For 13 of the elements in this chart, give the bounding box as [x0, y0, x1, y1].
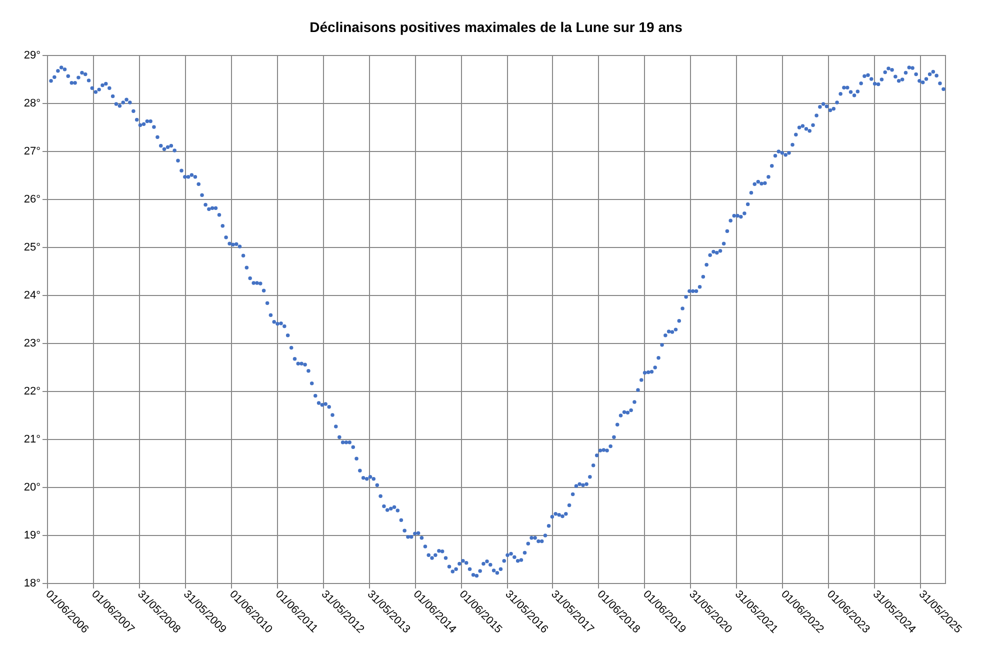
y-tick-label: 26° [24, 194, 40, 206]
y-tick-label: 27° [24, 146, 40, 158]
y-tick-label: 21° [24, 434, 40, 446]
y-tick-label: 25° [24, 242, 40, 254]
y-tick-label: 20° [24, 482, 40, 494]
y-tick-label: 22° [24, 386, 40, 398]
chart-title: Déclinaisons positives maximales de la Lune sur 19 ans [310, 19, 683, 35]
y-tick-label: 19° [24, 530, 40, 542]
y-tick-label: 28° [24, 98, 40, 110]
y-tick-label: 24° [24, 290, 40, 302]
y-tick-label: 23° [24, 338, 40, 350]
y-tick-label: 29° [24, 50, 40, 62]
y-tick-label: 18° [24, 578, 40, 590]
